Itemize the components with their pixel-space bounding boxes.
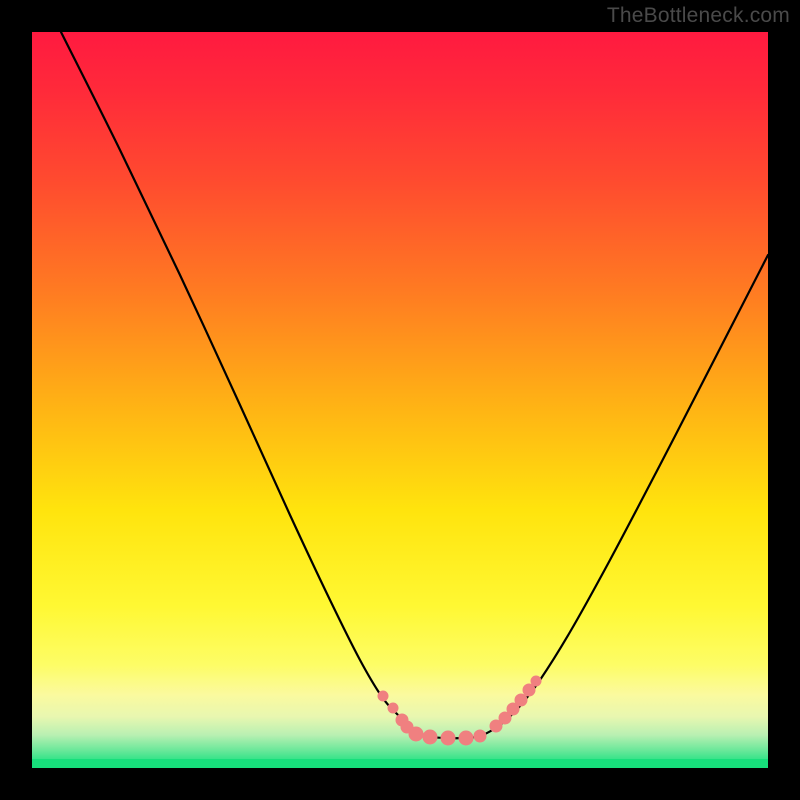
attribution-label: TheBottleneck.com xyxy=(607,4,790,28)
chart-stage: TheBottleneck.com xyxy=(0,0,800,800)
gradient-plot-area xyxy=(32,32,768,768)
bottom-green-band xyxy=(32,759,768,768)
